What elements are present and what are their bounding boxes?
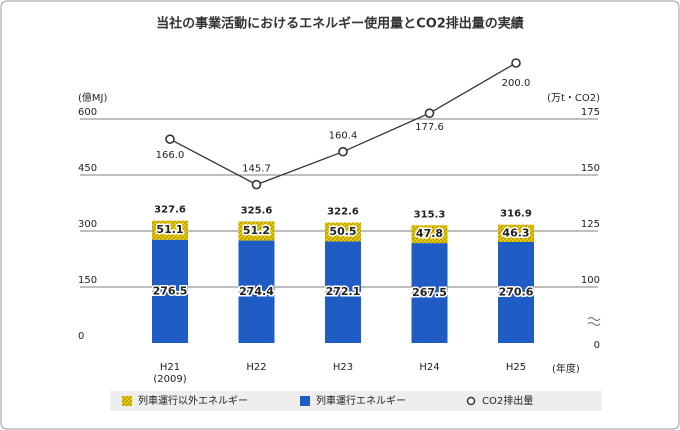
bar-segment <box>411 225 448 244</box>
bar-segment <box>411 243 448 343</box>
legend-label: CO2排出量 <box>482 394 533 407</box>
segment-label: 267.5 <box>412 286 447 299</box>
bar-segment <box>152 239 188 343</box>
x-tick-note: (2009) <box>153 374 186 385</box>
line-marker <box>165 134 175 144</box>
line-marker <box>511 58 521 68</box>
bar-segment <box>238 240 275 343</box>
total-label: 322.6 <box>327 207 359 218</box>
y2-tick-label: 175 <box>581 107 600 118</box>
segment-label: 51.2 <box>243 224 270 237</box>
legend-box <box>110 391 602 411</box>
legend-label: 列車運行以外エネルギー <box>138 394 248 407</box>
total-label: 315.3 <box>414 209 446 220</box>
x-tick-label: H24 <box>419 362 439 373</box>
y2-tick-label: 100 <box>581 275 600 286</box>
y2-axis-label: (万t・CO2) <box>547 93 600 104</box>
legend-label: 列車運行エネルギー <box>316 394 406 407</box>
segment-label: 272.1 <box>326 285 361 298</box>
total-label: 316.9 <box>500 209 532 220</box>
legend-swatch <box>466 396 476 406</box>
bar-segment <box>498 241 534 343</box>
y-tick-label: 600 <box>78 107 97 118</box>
y-tick-label: 450 <box>78 163 97 174</box>
line-marker <box>251 179 262 190</box>
y2-tick-label: 0 <box>594 340 600 351</box>
total-label: 327.6 <box>154 205 186 216</box>
x-tick-label: H25 <box>506 362 526 373</box>
y-tick-label: 0 <box>78 331 84 342</box>
y-axis-label: (億MJ) <box>78 91 107 104</box>
x-tick-label: H21 <box>160 362 180 373</box>
y-tick-label: 150 <box>78 275 97 286</box>
segment-label: 51.1 <box>156 223 183 236</box>
x-tick-label: H23 <box>333 362 353 373</box>
y2-tick-label: 125 <box>581 219 600 230</box>
bar-segment <box>238 221 275 241</box>
value-label: 177.6 <box>415 122 444 133</box>
line-marker <box>424 108 435 118</box>
value-label: 200.0 <box>502 78 531 89</box>
line-marker <box>338 146 348 157</box>
bar-segment <box>498 224 534 242</box>
bar-segment <box>325 222 361 242</box>
value-label: 160.4 <box>329 131 358 142</box>
segment-label: 47.8 <box>416 227 443 240</box>
bar-segment <box>325 241 361 343</box>
bar-segment <box>152 220 188 240</box>
total-label: 325.6 <box>241 205 273 216</box>
segment-label: 270.6 <box>499 285 534 298</box>
segment-label: 50.5 <box>329 225 356 238</box>
chart-title: 当社の事業活動におけるエネルギー使用量とCO2排出量の実績 <box>156 16 524 32</box>
segment-label: 276.5 <box>153 284 188 297</box>
legend-swatch <box>300 396 310 406</box>
x-tick-label: H22 <box>246 362 266 373</box>
y-tick-label: 300 <box>78 219 97 230</box>
segment-label: 274.4 <box>239 285 274 298</box>
y2-tick-label: 150 <box>581 163 600 174</box>
x-unit-label: (年度) <box>552 362 580 375</box>
legend-swatch <box>122 396 132 406</box>
segment-label: 46.3 <box>502 226 529 239</box>
value-label: 145.7 <box>242 164 271 175</box>
value-label: 166.0 <box>156 150 185 161</box>
axis-break <box>587 317 601 326</box>
